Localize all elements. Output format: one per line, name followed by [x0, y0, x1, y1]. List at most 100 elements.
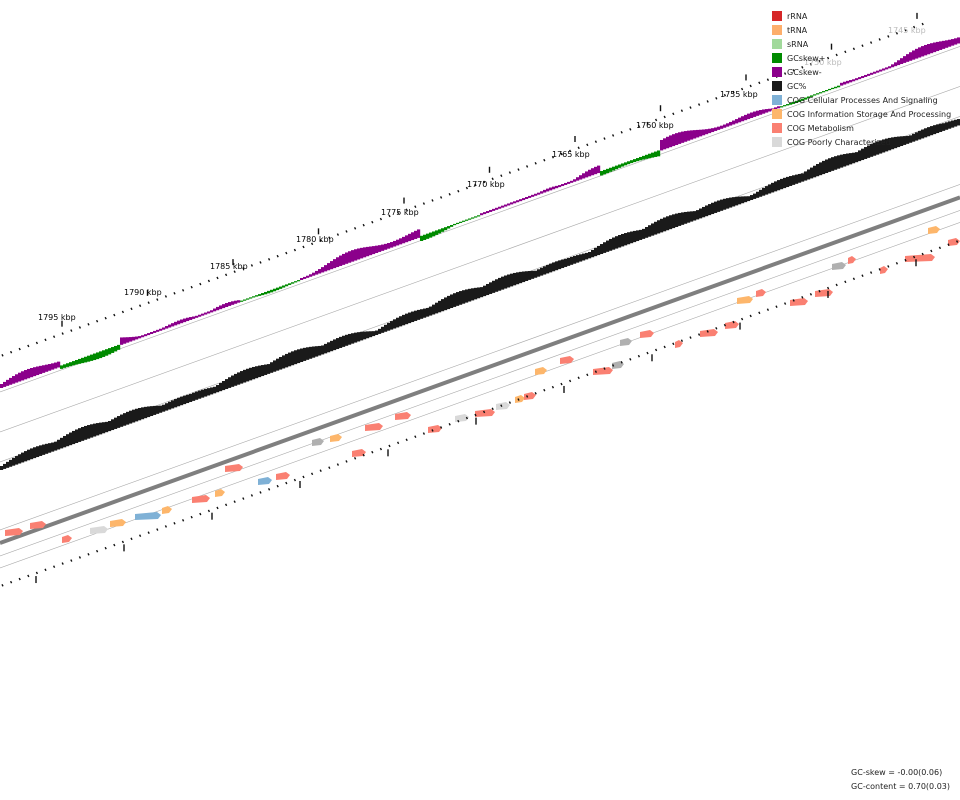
gc-skew-bar-negative [699, 129, 703, 137]
minor-tick [431, 199, 434, 202]
gc-skew-bar-negative [309, 274, 313, 277]
gc-skew-bar-negative [351, 250, 355, 262]
gc-content-bar [330, 340, 334, 352]
gc-skew-bar-negative [318, 269, 322, 274]
gc-skew-bar-negative [384, 243, 388, 250]
minor-tick [921, 22, 924, 26]
gc-content-bar [852, 152, 856, 164]
minor-tick [422, 202, 426, 205]
gc-content-bar [177, 397, 181, 407]
gc-skew-bar-positive [801, 98, 805, 101]
gc-content-bar [627, 232, 631, 245]
gc-skew-bar-negative [480, 213, 484, 216]
minor-tick [732, 320, 735, 324]
minor-tick [362, 223, 365, 227]
minor-tick [818, 289, 821, 293]
gc-content-bar [585, 252, 589, 260]
gc-content-bar [894, 136, 898, 149]
gc-content-bar [267, 364, 271, 374]
gc-content-bar [591, 249, 595, 258]
gc-skew-bar-positive [657, 150, 661, 157]
gc-content-bar [636, 230, 640, 242]
gc-content-bar [609, 238, 613, 251]
gc-skew-bar-negative [342, 253, 346, 265]
gc-content-bar [345, 334, 349, 346]
minor-tick [242, 267, 245, 270]
gc-content-bar [90, 424, 94, 438]
gc-content-bar [831, 157, 835, 171]
minor-tick [611, 134, 615, 137]
minor-tick [147, 531, 150, 534]
gc-skew-bar-negative [594, 166, 598, 175]
gc-skew-bar-negative [33, 367, 37, 377]
gc-content-bar [438, 300, 442, 313]
minor-tick [766, 78, 770, 82]
gc-skew-bar-positive [66, 363, 70, 367]
gc-skew-bar-positive [468, 218, 472, 220]
gc-skew-bar-negative [936, 41, 940, 52]
gc-content-bar [126, 411, 130, 425]
gc-content-bar [651, 223, 655, 236]
gc-skew-bar-negative [576, 177, 580, 181]
gc-skew-bar-negative [843, 81, 847, 85]
gc-content-bar [951, 120, 955, 128]
minor-tick [766, 308, 770, 312]
gc-content-bar [3, 463, 7, 469]
minor-tick [267, 257, 271, 261]
minor-tick [233, 270, 236, 274]
gc-content-bar [843, 154, 847, 167]
gc-content-bar [813, 165, 817, 178]
gc-content-bar [237, 372, 241, 385]
minor-tick [534, 162, 537, 165]
gc-skew-bar-negative [6, 379, 10, 386]
gc-skew-bar-negative [570, 180, 574, 183]
legend: rRNA tRNA sRNA GCskew+ GCskew- GC% COG C… [772, 9, 960, 149]
gene-arrow [832, 262, 846, 270]
gc-skew-bar-negative [327, 263, 331, 271]
minor-tick [199, 282, 202, 286]
gc-skew-bar-negative [15, 374, 19, 383]
gc-skew-bar-positive [75, 360, 79, 365]
minor-tick [637, 354, 641, 358]
gc-content-bar [300, 348, 304, 362]
minor-tick [104, 316, 107, 320]
minor-tick [121, 540, 125, 544]
gc-content-bar [717, 200, 721, 212]
gene-arrow [880, 266, 888, 274]
minor-tick [285, 251, 288, 255]
minor-tick [121, 310, 125, 314]
gc-content-bar [378, 328, 382, 334]
gc-content-bar [123, 413, 127, 426]
gc-skew-bar-negative [711, 128, 715, 133]
gc-skew-bar-negative [144, 334, 148, 337]
gc-skew-bar-positive [432, 231, 436, 237]
gc-skew-bar-negative [891, 64, 895, 68]
minor-tick [560, 152, 563, 156]
minor-tick [130, 307, 133, 311]
minor-tick [826, 56, 830, 60]
gc-skew-bar-positive [90, 354, 94, 361]
gc-content-bar [156, 405, 160, 414]
gc-skew-bar-positive [474, 216, 478, 218]
gc-skew-bar-negative [504, 204, 508, 207]
gc-content-bar [876, 141, 880, 155]
gc-content-bar [537, 269, 541, 277]
gc-skew-bar-negative [18, 372, 22, 382]
gc-content-bar [513, 272, 517, 286]
gc-content-bar [63, 435, 67, 448]
gc-content-bar [408, 312, 412, 324]
gc-skew-bar-negative [513, 201, 517, 204]
gc-skew-bar-positive [282, 285, 286, 288]
minor-tick [250, 494, 254, 497]
minor-tick [689, 336, 692, 339]
gc-content-bar [279, 356, 283, 370]
minor-tick [190, 285, 193, 289]
gc-content-bar [945, 122, 949, 130]
gc-skew-bar-negative [405, 235, 409, 243]
gc-skew-bar-negative [567, 181, 571, 184]
gc-skew-bar-positive [291, 282, 295, 284]
gc-content-bar [357, 332, 361, 342]
gc-skew-bar-negative [876, 70, 880, 73]
minor-tick [336, 463, 340, 466]
gc-content-bar [936, 124, 940, 134]
